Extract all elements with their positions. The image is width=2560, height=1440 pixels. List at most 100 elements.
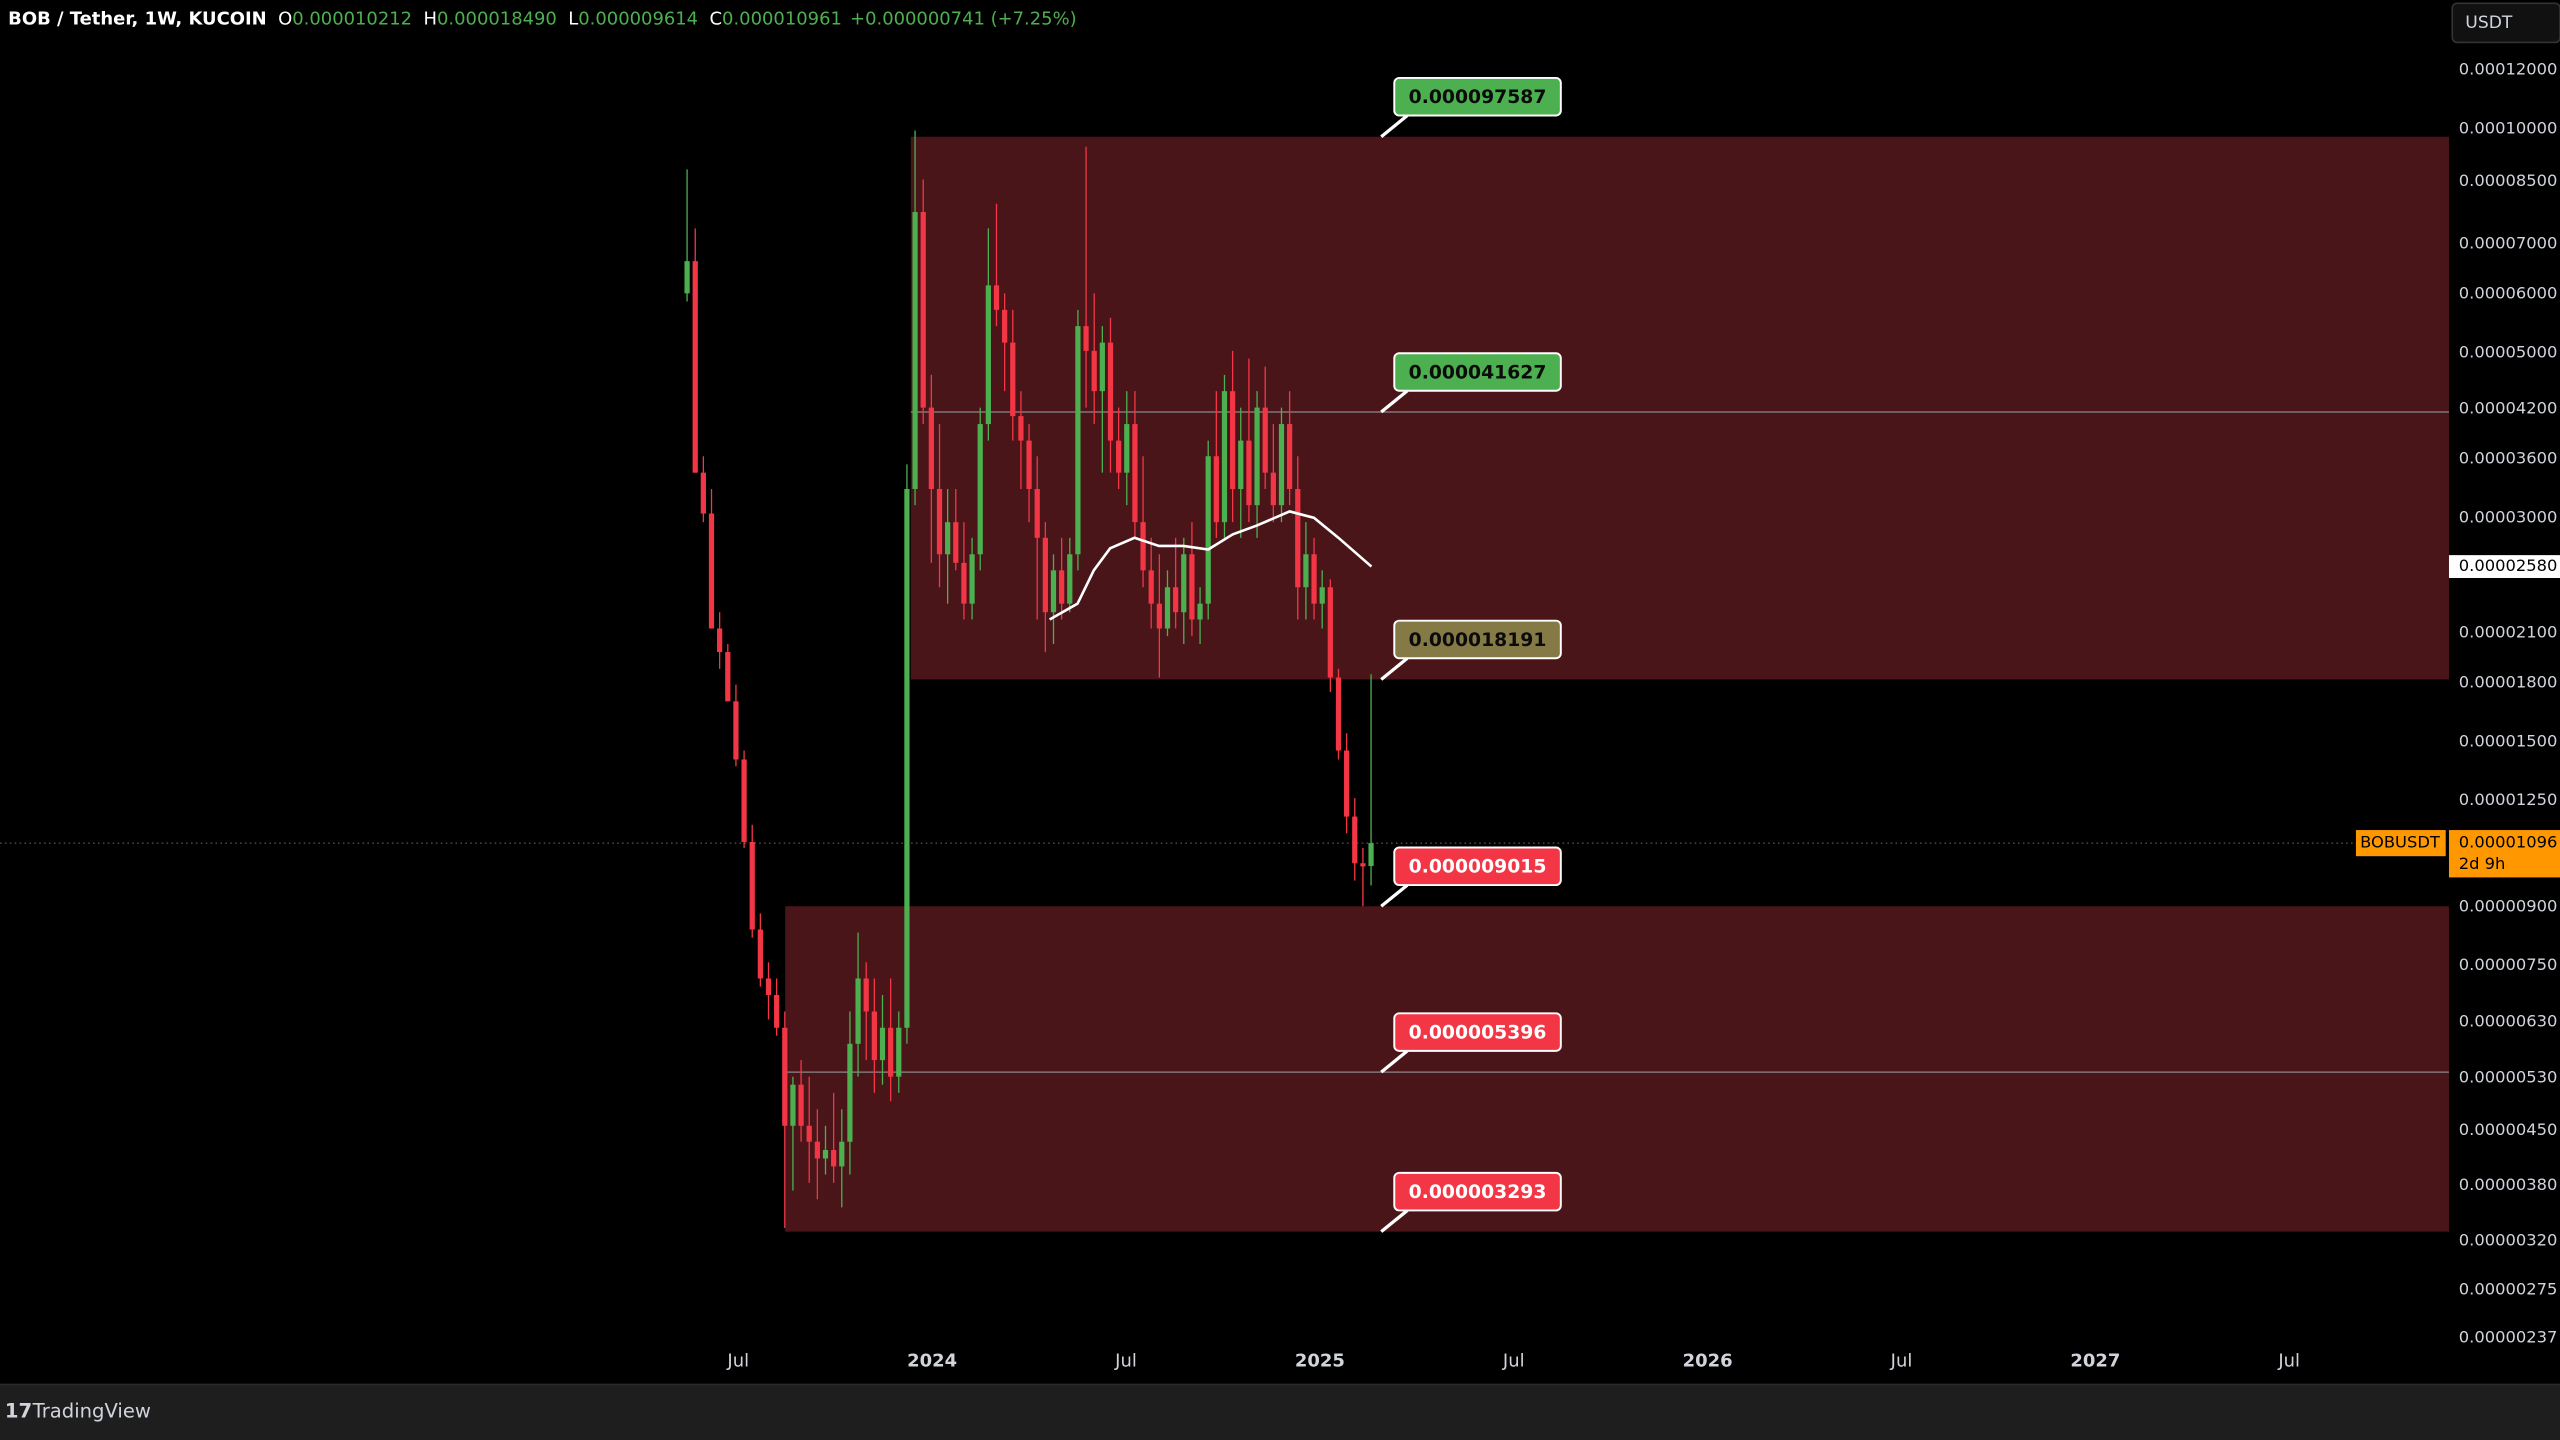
y-tick-label: 0.00000900 xyxy=(2459,896,2558,915)
header: BOB / Tether, 1W, KUCOIN O0.000010212 H0.0… xyxy=(8,9,1076,30)
y-tick-label: 0.00003000 xyxy=(2459,507,2558,526)
x-tick-label: 2024 xyxy=(907,1351,957,1372)
candle-body xyxy=(1050,570,1057,613)
level-label-box xyxy=(1393,846,1562,887)
x-tick-label: Jul xyxy=(1890,1351,1913,1372)
level-label: 0.000041627 xyxy=(1409,362,1547,383)
candle-body xyxy=(1148,570,1154,604)
candle-body xyxy=(1221,391,1228,523)
candle-body xyxy=(1026,440,1032,489)
candle-body xyxy=(1205,456,1211,604)
last-price-tag xyxy=(2448,830,2560,878)
level-pointer xyxy=(1380,656,1409,681)
ma-price-label: 0.00002580 xyxy=(2459,556,2558,575)
level-label-box xyxy=(1393,1012,1562,1052)
candle-body xyxy=(936,488,943,555)
candle-body xyxy=(1034,488,1040,538)
zone xyxy=(910,136,2449,680)
y-tick-label: 0.00002100 xyxy=(2459,623,2558,642)
candle-body xyxy=(1059,570,1065,604)
candle-body xyxy=(1246,440,1252,506)
candle-body xyxy=(896,1027,902,1077)
level-label-box xyxy=(1393,1171,1562,1212)
y-tick-label: 0.00012000 xyxy=(2459,59,2558,78)
currency-button[interactable] xyxy=(2451,2,2560,44)
level-label: 0.000005396 xyxy=(1409,1022,1547,1043)
ohlc-value: 0.000010961 xyxy=(722,9,842,30)
ma-price-tag xyxy=(2448,555,2560,578)
level-label: 0.000003293 xyxy=(1409,1182,1547,1203)
level-label: 0.000018191 xyxy=(1409,630,1547,651)
y-tick-label: 0.00001800 xyxy=(2459,672,2558,691)
y-tick-label: 0.00006000 xyxy=(2459,283,2558,302)
candle-body xyxy=(1254,407,1260,506)
candle-body xyxy=(757,929,763,979)
candle-body xyxy=(879,1027,886,1061)
x-tick-label: Jul xyxy=(2277,1351,2300,1372)
countdown: 2d 9h xyxy=(2459,854,2506,873)
candle-body xyxy=(855,978,861,1044)
candle-body xyxy=(928,407,934,489)
level-label-box xyxy=(1393,619,1562,660)
candle-body xyxy=(871,1011,877,1061)
change: +0.000000741 (+7.25%) xyxy=(850,9,1077,30)
candle-body xyxy=(1002,309,1008,343)
candle-body xyxy=(1335,677,1342,751)
candle-body xyxy=(741,759,747,842)
symbol-tag xyxy=(2355,830,2446,857)
candle-body xyxy=(1018,416,1024,441)
candle-body xyxy=(1262,407,1268,473)
y-tick-label: 0.00007000 xyxy=(2459,234,2558,253)
y-tick-label: 0.00004200 xyxy=(2459,399,2558,418)
candle-body xyxy=(945,522,951,555)
x-tick-label: Jul xyxy=(726,1351,749,1372)
candle-body xyxy=(1189,554,1195,620)
candle-body xyxy=(700,472,706,514)
candle-body xyxy=(839,1141,845,1167)
y-tick-label: 0.00001500 xyxy=(2459,731,2558,750)
candle-body xyxy=(1352,816,1358,864)
level-label-box xyxy=(1393,352,1562,392)
y-tick-label: 0.00008500 xyxy=(2459,171,2558,190)
candle-body xyxy=(1295,488,1301,588)
candle-body xyxy=(912,212,918,489)
y-tick-label: 0.00005000 xyxy=(2459,342,2558,361)
candle-body xyxy=(1091,350,1097,392)
candle-body xyxy=(904,488,910,1028)
candle-body xyxy=(1230,391,1236,489)
ohlc-key: L xyxy=(568,9,578,30)
candle-body xyxy=(1287,424,1293,489)
y-tick-label: 0.00000237 xyxy=(2459,1327,2558,1346)
candle-body xyxy=(1368,843,1374,866)
level-pointer xyxy=(1380,389,1409,414)
candle-body xyxy=(985,285,991,425)
candle-body xyxy=(1311,554,1317,604)
candle-body xyxy=(684,261,690,294)
moving-average xyxy=(1048,510,1373,621)
candle-body xyxy=(1327,587,1333,678)
candle-body xyxy=(708,513,715,629)
candle-body xyxy=(1083,326,1089,351)
ohlc-value: 0.000009614 xyxy=(578,9,698,30)
candle-body xyxy=(831,1149,837,1167)
candle-body xyxy=(993,285,1000,310)
candle-body xyxy=(814,1141,820,1159)
candle-body xyxy=(1107,342,1114,441)
candle-body xyxy=(717,628,723,653)
candle-body xyxy=(1042,537,1048,613)
candle-body xyxy=(1010,342,1016,417)
candle-body xyxy=(798,1084,804,1126)
ohlc-key: H xyxy=(424,9,437,30)
candle-body xyxy=(725,652,731,702)
candle-body xyxy=(790,1084,796,1126)
brand[interactable]: TradingView xyxy=(32,1400,151,1423)
y-tick-label: 0.00001250 xyxy=(2459,790,2558,809)
symbol-label: BOBUSDT xyxy=(2360,833,2441,852)
candle-body xyxy=(1270,472,1276,506)
currency[interactable]: USDT xyxy=(2465,13,2513,33)
candle-body xyxy=(1132,424,1138,523)
candle-body xyxy=(1099,342,1105,392)
candle-body xyxy=(774,995,780,1028)
